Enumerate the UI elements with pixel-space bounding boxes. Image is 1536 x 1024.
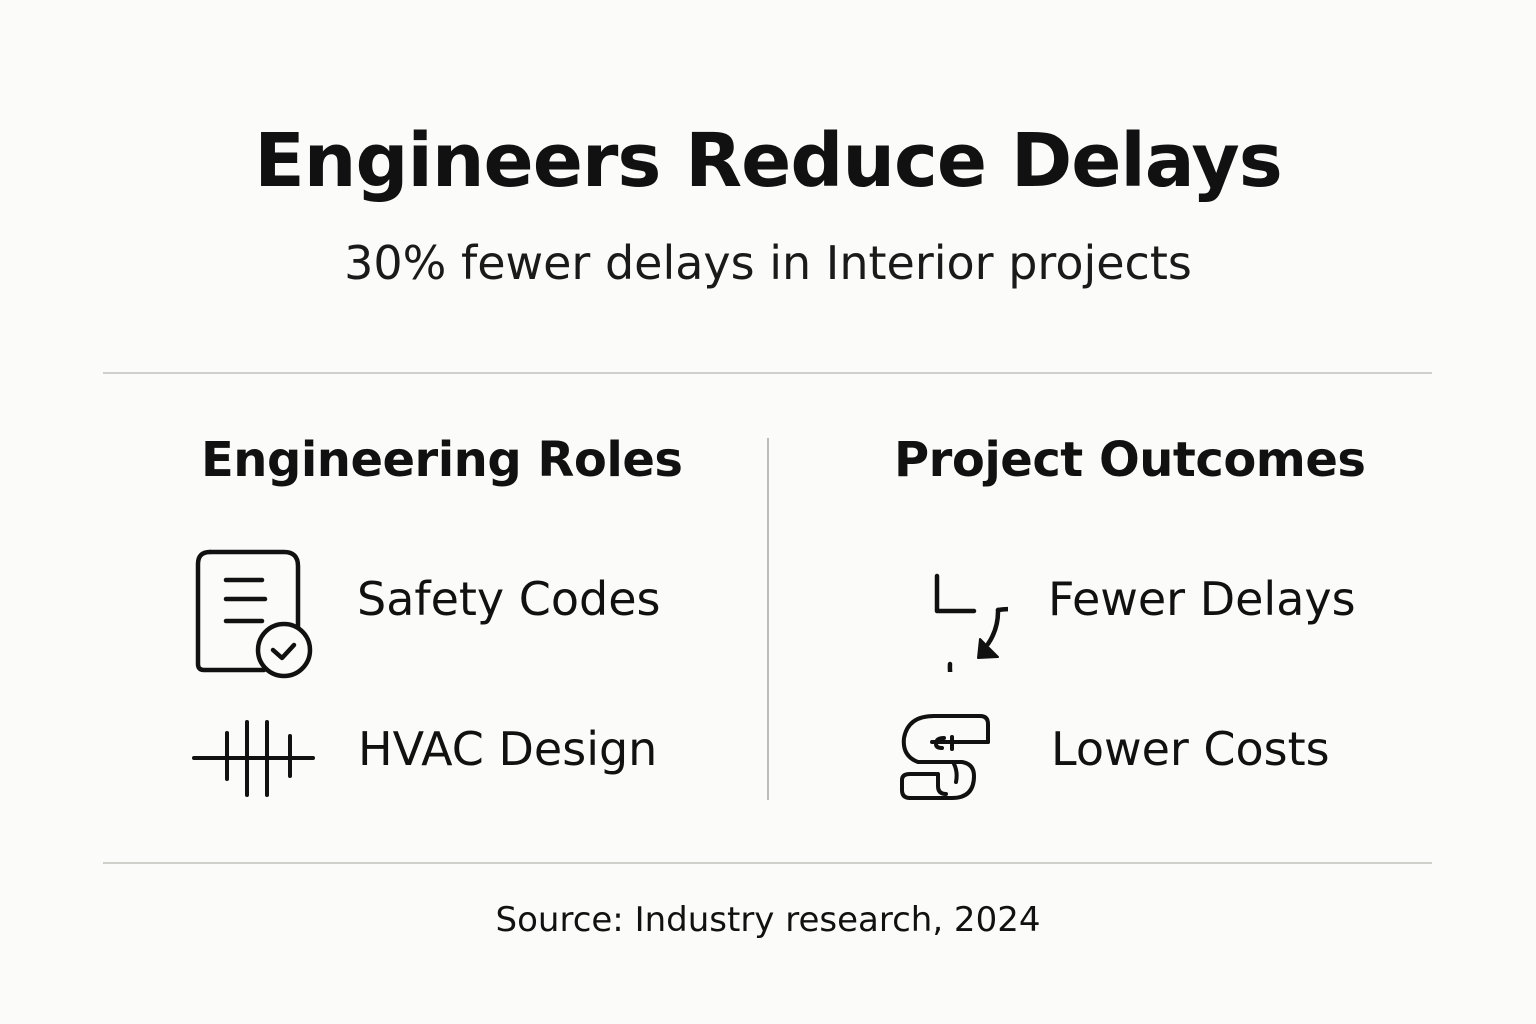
document-check-icon: [192, 546, 316, 684]
engineering-roles-heading: Engineering Roles: [201, 432, 683, 488]
project-outcomes-heading: Project Outcomes: [894, 432, 1366, 488]
page-title: Engineers Reduce Delays: [254, 118, 1283, 204]
lower-costs-label: Lower Costs: [1051, 722, 1330, 776]
fewer-delays-label: Fewer Delays: [1048, 572, 1356, 626]
top-divider: [103, 372, 1432, 374]
page-subtitle: 30% fewer delays in Interior projects: [344, 236, 1192, 290]
safety-codes-label: Safety Codes: [357, 572, 661, 626]
hvac-lines-icon: [192, 718, 316, 802]
source-citation: Source: Industry research, 2024: [495, 900, 1041, 940]
column-divider: [767, 438, 769, 800]
clock-arrow-icon: [880, 544, 1069, 728]
hvac-design-label: HVAC Design: [358, 722, 658, 776]
bottom-divider: [103, 862, 1432, 864]
cost-swirl-icon: [896, 712, 996, 808]
